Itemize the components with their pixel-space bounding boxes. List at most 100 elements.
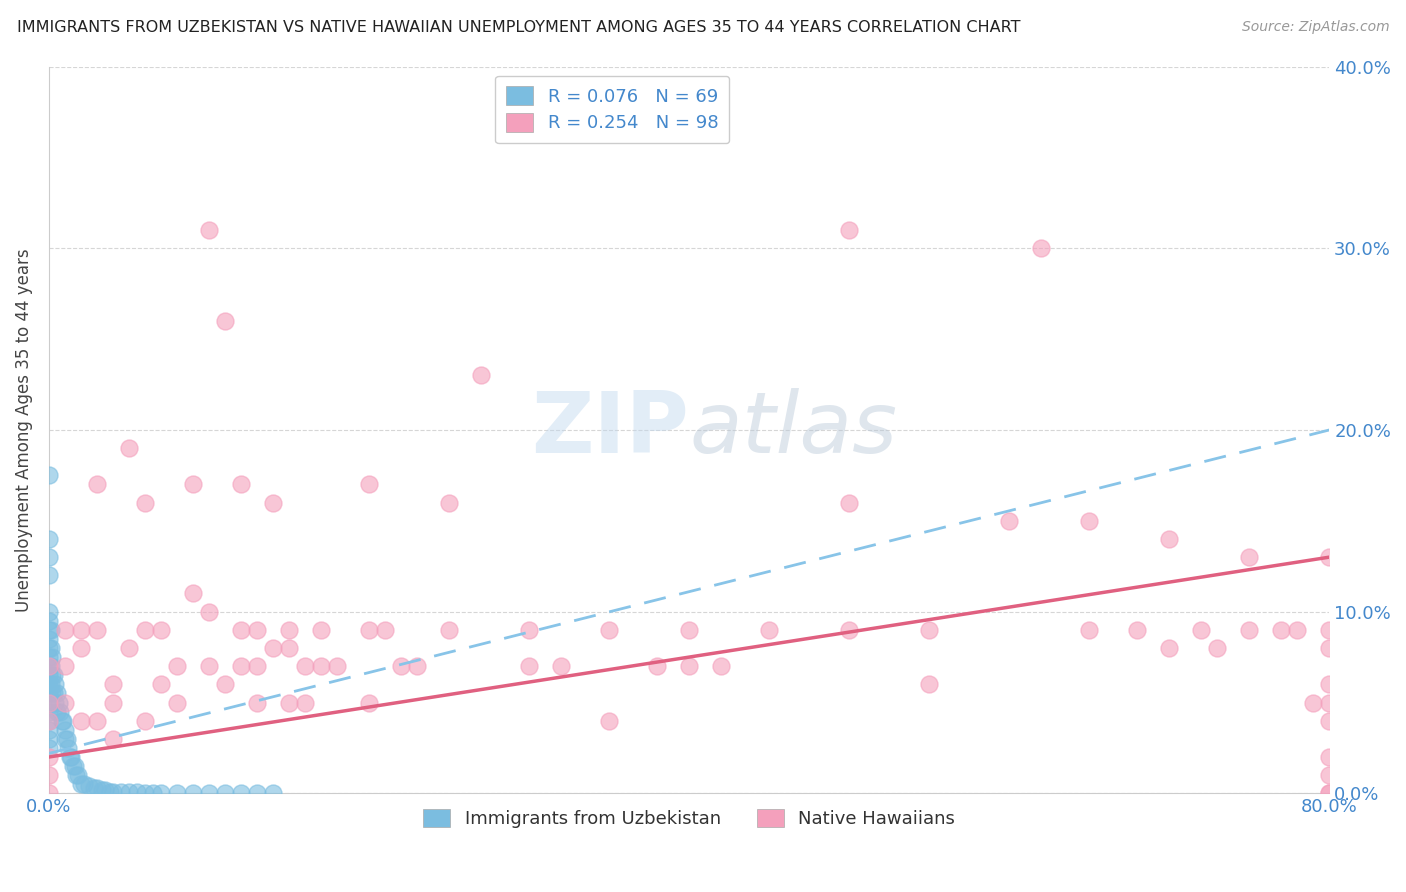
Point bbox=[98, 784, 121, 798]
Point bbox=[70, 714, 93, 728]
Point bbox=[1286, 623, 1309, 637]
Point bbox=[1317, 550, 1340, 565]
Point bbox=[214, 314, 236, 328]
Point bbox=[198, 605, 221, 619]
Point bbox=[278, 640, 301, 655]
Point bbox=[918, 623, 941, 637]
Point bbox=[294, 659, 316, 673]
Point bbox=[38, 623, 60, 637]
Point bbox=[166, 696, 188, 710]
Point bbox=[357, 477, 380, 491]
Point bbox=[278, 696, 301, 710]
Point bbox=[998, 514, 1021, 528]
Point bbox=[65, 768, 87, 782]
Point bbox=[1317, 786, 1340, 800]
Point bbox=[357, 696, 380, 710]
Point bbox=[1317, 696, 1340, 710]
Point bbox=[39, 677, 62, 691]
Point bbox=[1302, 696, 1324, 710]
Point bbox=[49, 705, 72, 719]
Point bbox=[101, 677, 124, 691]
Point bbox=[134, 623, 156, 637]
Point bbox=[262, 786, 284, 800]
Point bbox=[70, 777, 93, 791]
Point bbox=[150, 623, 173, 637]
Point bbox=[118, 640, 141, 655]
Point bbox=[1317, 786, 1340, 800]
Point bbox=[59, 750, 82, 764]
Point bbox=[214, 786, 236, 800]
Point bbox=[39, 640, 62, 655]
Point bbox=[42, 686, 65, 700]
Point bbox=[48, 696, 70, 710]
Point bbox=[38, 731, 60, 746]
Point bbox=[246, 696, 269, 710]
Point bbox=[39, 659, 62, 673]
Point bbox=[51, 714, 73, 728]
Point bbox=[44, 677, 66, 691]
Point bbox=[758, 623, 780, 637]
Point bbox=[55, 731, 77, 746]
Point bbox=[134, 714, 156, 728]
Point bbox=[118, 784, 141, 798]
Point bbox=[38, 686, 60, 700]
Point bbox=[38, 723, 60, 737]
Point bbox=[229, 786, 252, 800]
Point bbox=[53, 723, 76, 737]
Point bbox=[90, 782, 112, 797]
Point bbox=[374, 623, 396, 637]
Point bbox=[198, 786, 221, 800]
Point bbox=[598, 623, 620, 637]
Point bbox=[918, 677, 941, 691]
Point bbox=[38, 750, 60, 764]
Point bbox=[66, 768, 89, 782]
Point bbox=[56, 740, 79, 755]
Point bbox=[38, 632, 60, 646]
Point bbox=[229, 659, 252, 673]
Point bbox=[150, 677, 173, 691]
Point bbox=[53, 731, 76, 746]
Text: Source: ZipAtlas.com: Source: ZipAtlas.com bbox=[1241, 20, 1389, 34]
Point bbox=[1317, 640, 1340, 655]
Point bbox=[1189, 623, 1212, 637]
Point bbox=[1078, 514, 1101, 528]
Point bbox=[77, 779, 100, 793]
Point bbox=[645, 659, 668, 673]
Point bbox=[294, 696, 316, 710]
Point bbox=[1239, 550, 1261, 565]
Point bbox=[198, 223, 221, 237]
Point bbox=[278, 623, 301, 637]
Point bbox=[60, 750, 83, 764]
Point bbox=[181, 586, 204, 600]
Point bbox=[181, 477, 204, 491]
Point bbox=[150, 786, 173, 800]
Point bbox=[1317, 750, 1340, 764]
Point bbox=[44, 696, 66, 710]
Point bbox=[598, 714, 620, 728]
Point bbox=[1031, 241, 1053, 255]
Point bbox=[838, 496, 860, 510]
Point bbox=[70, 640, 93, 655]
Legend: Immigrants from Uzbekistan, Native Hawaiians: Immigrants from Uzbekistan, Native Hawai… bbox=[416, 801, 963, 835]
Point bbox=[437, 623, 460, 637]
Point bbox=[38, 714, 60, 728]
Point bbox=[63, 759, 86, 773]
Point bbox=[41, 686, 63, 700]
Point bbox=[41, 650, 63, 665]
Y-axis label: Unemployment Among Ages 35 to 44 years: Unemployment Among Ages 35 to 44 years bbox=[15, 248, 32, 612]
Point bbox=[38, 614, 60, 628]
Point bbox=[246, 659, 269, 673]
Point bbox=[53, 696, 76, 710]
Point bbox=[86, 780, 108, 795]
Point bbox=[38, 696, 60, 710]
Text: atlas: atlas bbox=[689, 389, 897, 472]
Point bbox=[53, 659, 76, 673]
Point bbox=[38, 677, 60, 691]
Point bbox=[166, 786, 188, 800]
Point bbox=[406, 659, 429, 673]
Point bbox=[437, 496, 460, 510]
Point bbox=[229, 477, 252, 491]
Point bbox=[41, 668, 63, 682]
Point bbox=[125, 784, 148, 798]
Point bbox=[94, 782, 117, 797]
